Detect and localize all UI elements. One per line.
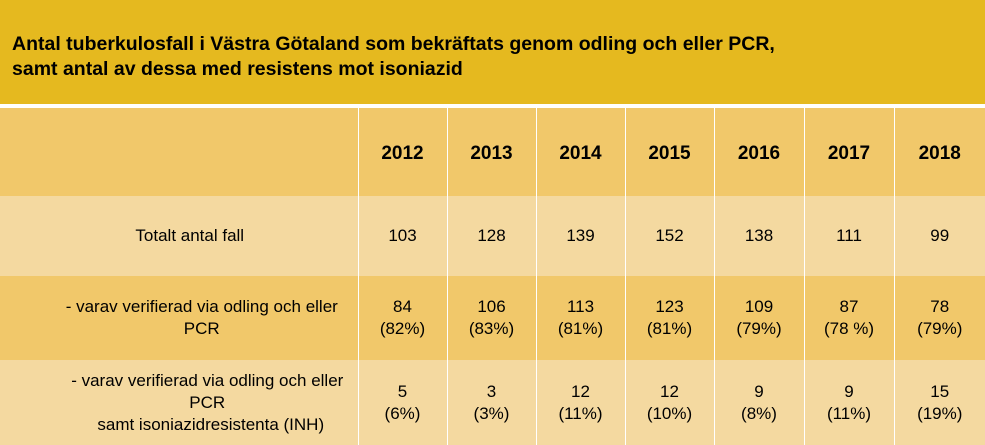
data-cell: 12 (10%) bbox=[625, 360, 715, 445]
data-cell: 139 bbox=[536, 196, 626, 276]
year-header: 2015 bbox=[625, 108, 715, 196]
percent-value: (79%) bbox=[917, 319, 963, 338]
year-header: 2016 bbox=[714, 108, 805, 196]
data-cell: 152 bbox=[625, 196, 715, 276]
count-value: 78 bbox=[930, 297, 950, 316]
count-value: 87 bbox=[839, 297, 859, 316]
year-header: 2017 bbox=[804, 108, 895, 196]
percent-value: (83%) bbox=[468, 319, 515, 338]
year-header: 2012 bbox=[358, 108, 448, 196]
title-bar: Antal tuberkulosfall i Västra Götaland s… bbox=[0, 0, 985, 104]
percent-value: (8%) bbox=[741, 403, 777, 423]
data-cell: 128 bbox=[447, 196, 537, 276]
count-value: 9 bbox=[844, 381, 854, 401]
data-cell: 138 bbox=[714, 196, 805, 276]
header-row: 2012 2013 2014 2015 2016 2017 2018 bbox=[0, 108, 985, 196]
row-label-line-1: - varav verifierad via odling och eller … bbox=[71, 370, 344, 412]
year-header: 2018 bbox=[918, 143, 961, 164]
row-label: - varav verifierad via odling och eller … bbox=[0, 276, 359, 360]
percent-value: (81%) bbox=[646, 319, 693, 338]
data-cell: 87 (78 %) bbox=[804, 276, 895, 360]
title-line-2: samt antal av dessa med resistens mot is… bbox=[12, 58, 463, 80]
table-row-inh-resistant: - varav verifierad via odling och eller … bbox=[0, 360, 985, 445]
percent-value: (19%) bbox=[917, 403, 963, 423]
data-cell: 111 bbox=[804, 196, 895, 276]
data-cell: 78 (79%) bbox=[894, 276, 985, 360]
data-cell: 84 (82%) bbox=[358, 276, 448, 360]
header-corner bbox=[0, 108, 359, 196]
percent-value: (81%) bbox=[557, 319, 604, 338]
percent-value: (10%) bbox=[646, 403, 693, 423]
count-value: 9 bbox=[754, 381, 764, 401]
data-cell: 123 (81%) bbox=[625, 276, 715, 360]
table-row-verified: - varav verifierad via odling och eller … bbox=[0, 276, 985, 360]
row-label-line-2: samt isoniazidresistenta (INH) bbox=[97, 414, 325, 434]
data-cell: 99 bbox=[930, 226, 950, 245]
count-value: 3 bbox=[486, 381, 497, 401]
year-header: 2013 bbox=[447, 108, 537, 196]
count-value: 12 bbox=[660, 381, 679, 401]
count-value: 15 bbox=[930, 381, 950, 401]
count-value: 123 bbox=[655, 297, 684, 316]
data-cell: 113 (81%) bbox=[536, 276, 626, 360]
data-cell: 9 (11%) bbox=[804, 360, 895, 445]
percent-value: (79%) bbox=[736, 319, 782, 338]
count-value: 84 bbox=[393, 297, 412, 316]
data-cell: 12 (11%) bbox=[536, 360, 626, 445]
year-header: 2014 bbox=[536, 108, 626, 196]
data-cell: 9 (8%) bbox=[714, 360, 805, 445]
percent-value: (6%) bbox=[384, 403, 421, 423]
percent-value: (3%) bbox=[473, 403, 510, 423]
percent-value: (82%) bbox=[379, 319, 426, 338]
row-label: - varav verifierad via odling och eller … bbox=[0, 360, 359, 445]
count-value: 113 bbox=[566, 297, 595, 316]
count-value: 5 bbox=[397, 381, 408, 401]
percent-value: (11%) bbox=[826, 403, 872, 423]
title-line-1: Antal tuberkulosfall i Västra Götaland s… bbox=[12, 33, 775, 55]
data-table: 2012 2013 2014 2015 2016 2017 2018 Total… bbox=[0, 108, 985, 445]
count-value: 12 bbox=[571, 381, 590, 401]
data-cell: 106 (83%) bbox=[447, 276, 537, 360]
data-cell: 3 (3%) bbox=[447, 360, 537, 445]
table-row-total: Totalt antal fall 103 128 139 152 138 11… bbox=[0, 196, 985, 276]
data-cell: 5 (6%) bbox=[358, 360, 448, 445]
percent-value: (78 %) bbox=[823, 319, 875, 338]
count-value: 109 bbox=[744, 297, 774, 316]
row-label: Totalt antal fall bbox=[0, 196, 359, 276]
data-cell: 15 (19%) bbox=[894, 360, 985, 445]
percent-value: (11%) bbox=[558, 403, 603, 423]
data-cell: 109 (79%) bbox=[714, 276, 805, 360]
data-cell: 103 bbox=[358, 196, 448, 276]
count-value: 106 bbox=[477, 297, 506, 316]
